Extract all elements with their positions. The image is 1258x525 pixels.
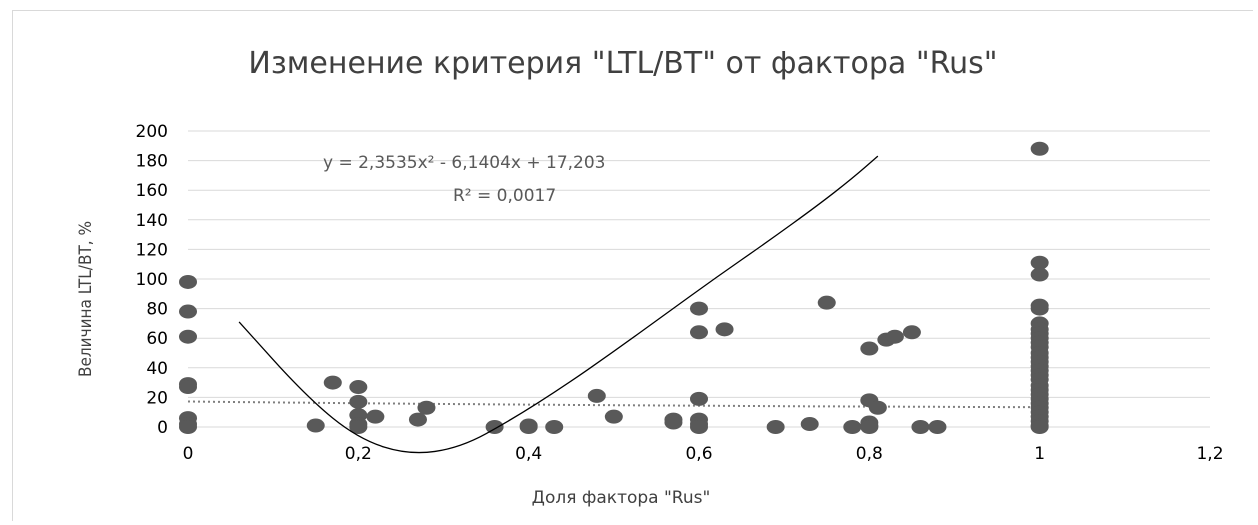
data-point xyxy=(485,420,504,434)
data-point xyxy=(715,322,734,337)
data-point xyxy=(911,420,930,434)
data-point xyxy=(860,341,879,356)
data-point xyxy=(349,380,368,395)
chart-title: Изменение критерия "LTL/BT" от фактора "… xyxy=(248,46,997,81)
y-axis-title: Величина LTL/BT, % xyxy=(76,221,96,377)
data-point xyxy=(519,420,538,434)
data-point xyxy=(664,415,683,430)
data-point xyxy=(179,420,197,434)
chart-frame: Изменение критерия "LTL/BT" от фактора "… xyxy=(12,10,1253,521)
data-point xyxy=(408,412,427,427)
data-point xyxy=(1030,255,1049,270)
data-point xyxy=(885,329,904,344)
y-tick-label: 0 xyxy=(157,418,168,438)
x-tick-label: 0,4 xyxy=(515,444,542,464)
data-point xyxy=(817,295,836,310)
data-point xyxy=(587,388,606,403)
data-point xyxy=(1030,301,1049,316)
freehand-curve xyxy=(238,155,879,454)
data-point xyxy=(690,391,708,406)
data-point xyxy=(690,301,708,316)
data-points xyxy=(179,141,1049,434)
data-point xyxy=(179,304,197,319)
data-point xyxy=(1030,141,1049,156)
trendline-equation: y = 2,3535x² - 6,1404x + 17,203 xyxy=(323,153,606,173)
data-point xyxy=(323,375,342,390)
x-tick-label: 1,2 xyxy=(1196,444,1223,464)
trendline xyxy=(187,400,1040,409)
x-tick-label: 0,6 xyxy=(685,444,712,464)
data-point xyxy=(349,420,368,434)
data-point xyxy=(1030,267,1049,282)
data-point xyxy=(604,409,623,424)
x-tick-label: 0,2 xyxy=(345,444,372,464)
data-point xyxy=(366,409,385,424)
data-point xyxy=(690,325,708,340)
data-point xyxy=(868,400,887,415)
y-tick-label: 20 xyxy=(146,388,168,408)
freehand-curve-group xyxy=(238,155,879,454)
x-axis-title: Доля фактора "Rus" xyxy=(532,488,711,508)
y-tick-label: 40 xyxy=(146,359,168,379)
scatter-chart: Изменение критерия "LTL/BT" от фактора "… xyxy=(76,46,1224,508)
x-tick-label: 0 xyxy=(183,444,194,464)
trendline-r-squared: R² = 0,0017 xyxy=(453,186,556,206)
data-point xyxy=(902,325,921,340)
trendline-group xyxy=(187,400,1040,409)
data-point xyxy=(417,400,436,415)
data-point xyxy=(766,420,785,434)
data-point xyxy=(800,417,819,432)
x-tick-label: 0,8 xyxy=(856,444,883,464)
data-point xyxy=(179,329,197,344)
data-point xyxy=(349,394,368,409)
y-tick-label: 120 xyxy=(136,240,168,260)
y-tick-label: 180 xyxy=(136,152,168,172)
data-point xyxy=(545,420,564,434)
y-tick-labels: 0 20 40 60 80 100 120 140 160 180 200 xyxy=(136,122,168,438)
y-tick-label: 140 xyxy=(136,211,168,231)
data-point xyxy=(1030,420,1049,434)
y-tick-label: 80 xyxy=(146,300,168,320)
y-tick-label: 100 xyxy=(136,270,168,290)
data-point xyxy=(306,418,325,433)
data-point xyxy=(179,380,197,395)
data-point xyxy=(860,420,879,434)
data-point xyxy=(179,274,197,289)
x-tick-labels: 0 0,2 0,4 0,6 0,8 1 1,2 xyxy=(183,444,1224,464)
data-point xyxy=(690,420,708,434)
y-tick-label: 160 xyxy=(136,181,168,201)
data-point xyxy=(843,420,862,434)
y-tick-label: 200 xyxy=(136,122,168,142)
y-tick-label: 60 xyxy=(146,329,168,349)
data-point xyxy=(928,420,947,434)
x-tick-label: 1 xyxy=(1034,444,1045,464)
